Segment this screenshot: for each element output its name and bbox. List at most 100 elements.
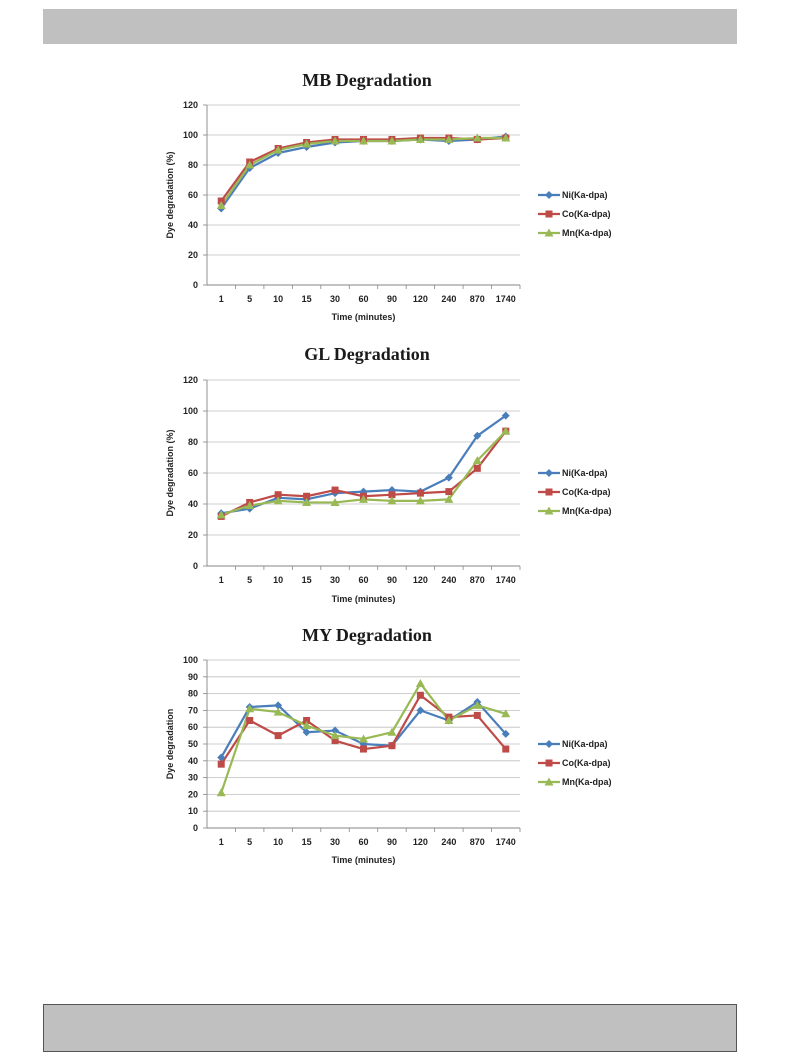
y-axis-label: Dye degradation (%): [165, 429, 175, 516]
legend-marker: [545, 210, 553, 218]
y-tick-label: 100: [183, 655, 198, 665]
x-tick-label: 240: [441, 294, 456, 304]
y-tick-label: 60: [188, 468, 198, 478]
x-tick-label: 30: [330, 837, 340, 847]
x-tick-label: 15: [302, 294, 312, 304]
data-point: [387, 136, 397, 145]
data-point: [444, 135, 454, 143]
legend-label: Mn(Ka-dpa): [562, 777, 612, 787]
data-point: [445, 488, 453, 496]
data-point: [415, 679, 425, 688]
legend-marker: [544, 506, 554, 515]
data-point: [216, 510, 226, 519]
x-tick-label: 1: [219, 294, 224, 304]
data-point: [216, 788, 226, 797]
y-axis-label: Dye degradation (%): [165, 151, 175, 238]
data-point: [473, 464, 481, 472]
data-point: [330, 731, 340, 740]
data-point: [502, 745, 510, 753]
x-tick-label: 10: [273, 837, 283, 847]
y-tick-label: 0: [193, 561, 198, 571]
data-point: [273, 707, 283, 716]
legend-label: Mn(Ka-dpa): [562, 228, 612, 238]
legend-label: Mn(Ka-dpa): [562, 506, 612, 516]
chart-title: MY Degradation: [302, 625, 432, 645]
y-tick-label: 90: [188, 672, 198, 682]
data-point: [388, 742, 396, 750]
x-tick-label: 870: [470, 837, 485, 847]
x-tick-label: 60: [358, 837, 368, 847]
header-bar: [43, 9, 737, 44]
legend-label: Co(Ka-dpa): [562, 758, 611, 768]
x-tick-label: 1740: [496, 837, 516, 847]
data-point: [302, 497, 312, 506]
legend-marker: [545, 191, 553, 199]
y-tick-label: 20: [188, 789, 198, 799]
x-tick-label: 10: [273, 575, 283, 585]
y-tick-label: 120: [183, 100, 198, 110]
legend-marker: [545, 469, 553, 477]
data-point: [246, 716, 254, 724]
x-tick-label: 120: [413, 294, 428, 304]
x-tick-label: 10: [273, 294, 283, 304]
x-tick-label: 120: [413, 837, 428, 847]
data-point: [444, 473, 453, 482]
data-point: [274, 491, 282, 499]
data-point: [274, 701, 283, 710]
data-point: [416, 489, 424, 497]
x-axis-label: Time (minutes): [332, 312, 396, 322]
data-point: [303, 492, 311, 500]
chart-title: GL Degradation: [304, 344, 430, 364]
footer-bar: [43, 1004, 737, 1052]
y-tick-label: 30: [188, 773, 198, 783]
series-line: [220, 135, 506, 210]
y-tick-label: 10: [188, 806, 198, 816]
data-point: [444, 494, 454, 503]
data-point: [387, 727, 397, 736]
data-point: [415, 135, 425, 143]
data-point: [501, 133, 511, 142]
x-axis-label: Time (minutes): [332, 594, 396, 604]
y-tick-label: 120: [183, 375, 198, 385]
legend-marker: [544, 777, 554, 786]
data-point: [302, 721, 312, 730]
x-tick-label: 60: [358, 575, 368, 585]
data-point: [245, 704, 255, 713]
data-point: [359, 494, 368, 503]
data-point: [303, 716, 311, 724]
x-tick-label: 870: [470, 575, 485, 585]
data-point: [217, 197, 225, 205]
legend-label: Ni(Ka-dpa): [562, 190, 608, 200]
x-tick-label: 90: [387, 575, 397, 585]
data-point: [216, 201, 226, 209]
legend-marker: [545, 740, 553, 748]
y-tick-label: 70: [188, 705, 198, 715]
data-point: [273, 496, 283, 505]
data-point: [444, 715, 454, 724]
x-tick-label: 30: [330, 575, 340, 585]
data-point: [501, 426, 511, 435]
data-point: [331, 486, 339, 494]
data-point: [330, 497, 340, 506]
legend-label: Co(Ka-dpa): [562, 209, 611, 219]
y-tick-label: 0: [193, 280, 198, 290]
legend-marker: [545, 759, 553, 767]
data-point: [388, 491, 396, 499]
x-tick-label: 870: [470, 294, 485, 304]
data-point: [274, 732, 282, 740]
y-tick-label: 80: [188, 437, 198, 447]
data-point: [217, 760, 225, 768]
data-point: [359, 734, 368, 743]
data-point: [360, 745, 367, 753]
data-point: [245, 501, 255, 510]
x-tick-label: 15: [302, 837, 312, 847]
x-tick-label: 240: [441, 837, 456, 847]
data-point: [473, 431, 482, 440]
y-tick-label: 40: [188, 756, 198, 766]
data-point: [245, 160, 255, 169]
x-tick-label: 5: [247, 575, 252, 585]
data-point: [416, 706, 425, 715]
data-point: [330, 136, 340, 145]
